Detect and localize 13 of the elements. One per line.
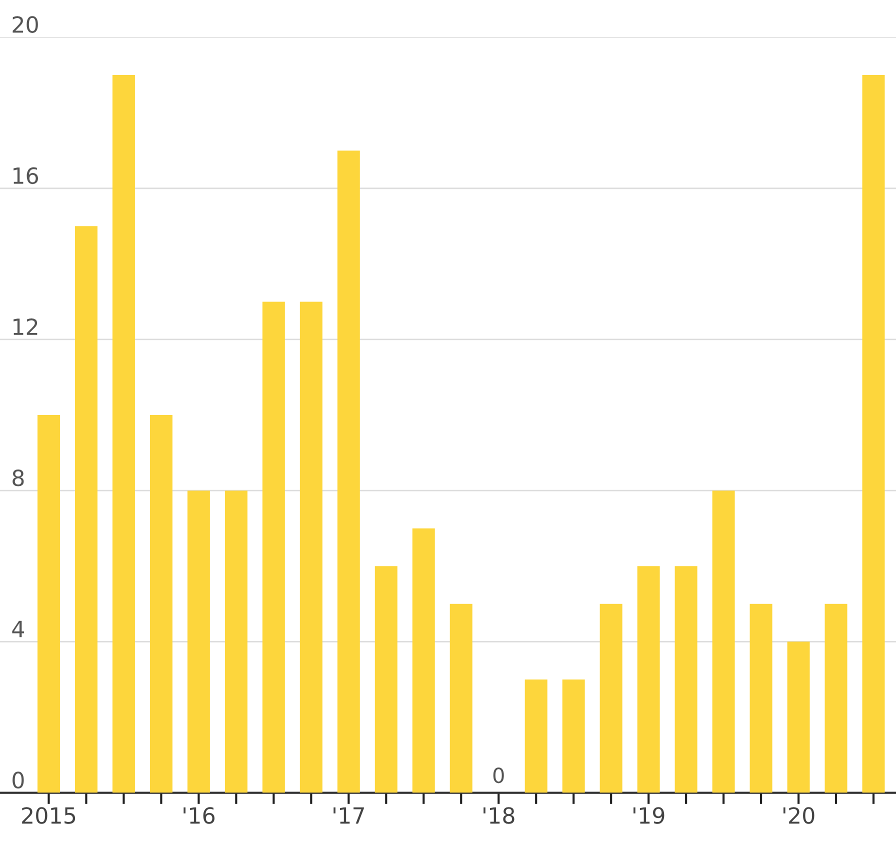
y-tick-label: 0 xyxy=(12,772,24,788)
y-tick-label: 20 xyxy=(12,16,38,33)
data-label: 0 xyxy=(493,767,504,784)
y-tick-label: 12 xyxy=(14,318,38,335)
x-tick-label: 2015 xyxy=(22,807,76,824)
x-tick-label: '20 xyxy=(783,807,814,824)
x-tick-label: '16 xyxy=(184,807,214,824)
x-tick-label: '17 xyxy=(334,807,364,824)
y-tick-label: 4 xyxy=(12,620,24,638)
y-tick-label: 16 xyxy=(14,167,38,184)
y-tick-label: 8 xyxy=(12,469,24,486)
x-tick-label: '19 xyxy=(634,807,664,824)
x-tick-label: '18 xyxy=(484,807,514,824)
